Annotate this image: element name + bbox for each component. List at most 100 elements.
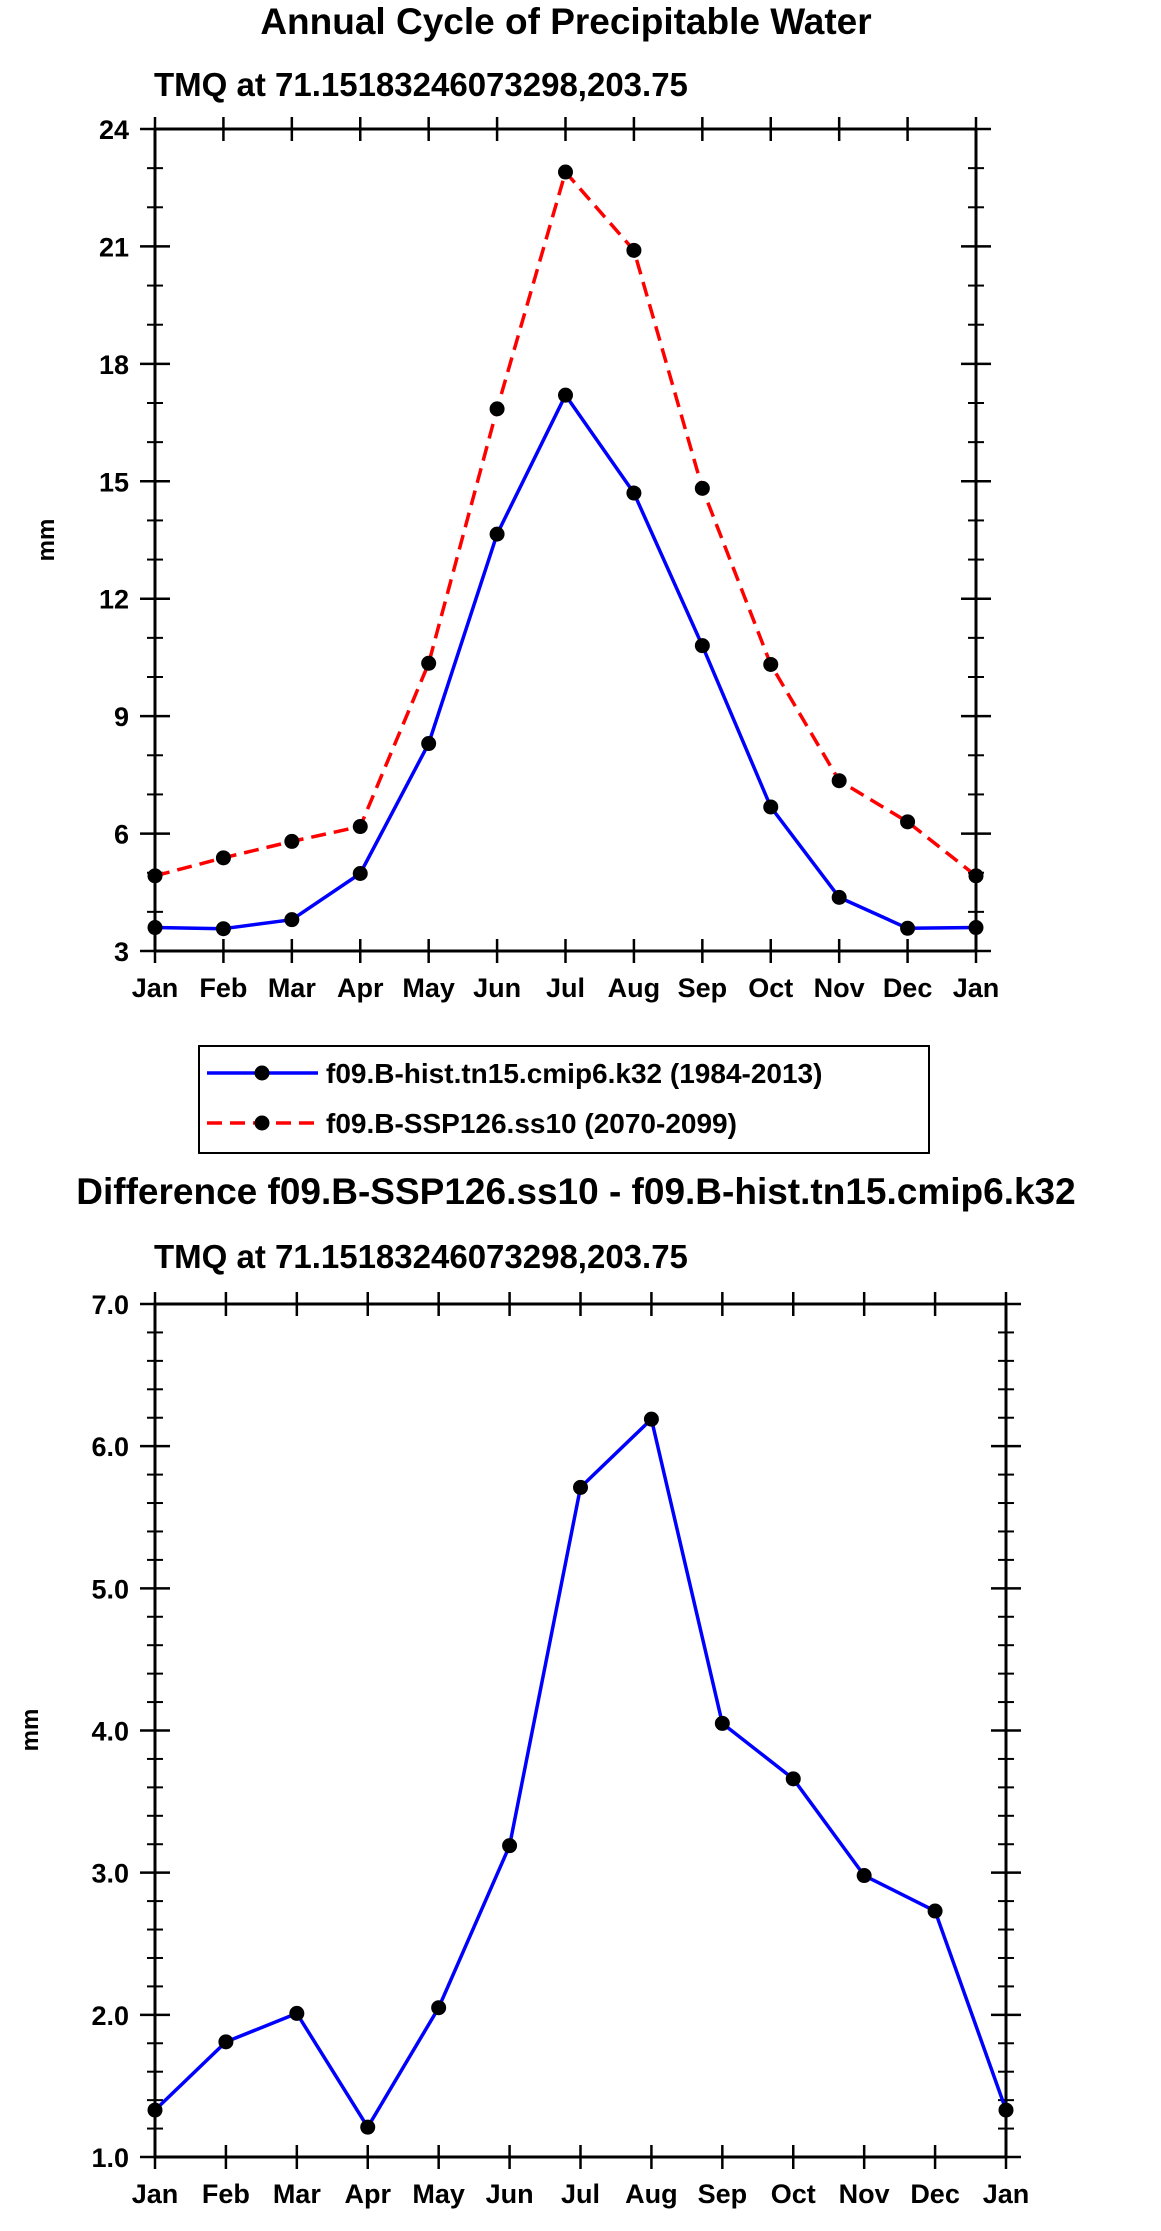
top-series-0-point xyxy=(831,889,847,905)
top-series-1-point xyxy=(352,819,368,835)
top-x-tick-label: Dec xyxy=(883,973,933,1003)
top-y-tick-label: 24 xyxy=(99,115,129,145)
top-series-1-point xyxy=(900,814,916,830)
top-series-0-point xyxy=(763,799,779,815)
bottom-y-tick-label: 3.0 xyxy=(91,1859,129,1889)
top-series-0-point xyxy=(284,912,300,928)
top-series-1-point xyxy=(215,850,231,866)
bottom-series-0-point xyxy=(360,2119,376,2135)
top-y-tick-label: 3 xyxy=(114,937,129,967)
legend-box xyxy=(198,1045,930,1154)
top-x-tick-label: Jun xyxy=(473,973,521,1003)
top-series-0-point xyxy=(421,736,437,752)
legend-entry-ssp: f09.B-SSP126.ss10 (2070-2099) xyxy=(207,1108,737,1139)
top-series-0-point xyxy=(968,920,984,936)
bottom-series-0-point xyxy=(147,2102,163,2118)
bottom-x-tick-label: Jan xyxy=(983,2179,1030,2209)
bottom-x-tick-label: Nov xyxy=(839,2179,890,2209)
top-chart-title: Annual Cycle of Precipitable Water xyxy=(260,1,871,42)
top-x-tick-label: Apr xyxy=(337,973,384,1003)
bottom-series-0-point xyxy=(714,1715,730,1731)
bottom-chart-axes: Jan Feb Mar Apr May Jun Jul Aug Sep Oct Nov Dec Jan1… xyxy=(91,1290,1029,2209)
bottom-x-tick-label: Sep xyxy=(698,2179,748,2209)
top-plot-frame xyxy=(153,127,978,953)
legend-marker-hist xyxy=(254,1065,270,1081)
legend-entry-hist: f09.B-hist.tn15.cmip6.k32 (1984-2013) xyxy=(207,1058,822,1089)
top-chart-axes: Jan Feb Mar Apr May Jun Jul Aug Sep Oct Nov Dec Jan3… xyxy=(99,115,999,1003)
top-chart-subtitle: TMQ at 71.15183246073298,203.75 xyxy=(154,66,688,103)
bottom-y-tick-label: 5.0 xyxy=(91,1574,129,1604)
bottom-series-0-point xyxy=(643,1411,659,1427)
bottom-chart-series xyxy=(147,1411,1014,2135)
top-x-tick-label: Sep xyxy=(678,973,728,1003)
bottom-x-tick-label: Aug xyxy=(625,2179,677,2209)
bottom-series-0-point xyxy=(927,1903,943,1919)
bottom-panel: Difference f09.B-SSP126.ss10 - f09.B-his… xyxy=(17,1171,1076,2209)
bottom-series-line-0 xyxy=(153,1417,1008,2129)
top-panel: Annual Cycle of Precipitable Water TMQ a… xyxy=(33,1,999,1154)
top-series-0-point xyxy=(558,387,573,403)
bottom-chart-title: Difference f09.B-SSP126.ss10 - f09.B-his… xyxy=(76,1171,1075,1212)
bottom-x-tick-label: Jul xyxy=(561,2179,600,2209)
top-x-tick-label: Mar xyxy=(268,973,317,1003)
top-x-tick-label: Jul xyxy=(546,973,585,1003)
top-series-1-point xyxy=(626,242,642,258)
bottom-series-0-point xyxy=(431,2000,447,2016)
top-series-1-point xyxy=(968,868,984,884)
top-x-tick-label: Nov xyxy=(814,973,865,1003)
top-series-line-1 xyxy=(154,170,978,878)
top-series-0-point xyxy=(626,485,642,501)
legend-label-ssp: f09.B-SSP126.ss10 (2070-2099) xyxy=(326,1108,737,1139)
top-series-1-point xyxy=(831,773,847,789)
bottom-x-tick-label: May xyxy=(412,2179,465,2209)
top-series-1-point xyxy=(694,480,710,496)
top-y-tick-label: 6 xyxy=(114,820,129,850)
top-series-1-point xyxy=(421,655,437,671)
top-x-tick-label: Aug xyxy=(608,973,660,1003)
top-x-tick-label: Oct xyxy=(748,973,793,1003)
top-y-tick-label: 9 xyxy=(114,702,129,732)
bottom-x-tick-label: Feb xyxy=(202,2179,250,2209)
bottom-series-0-point xyxy=(785,1771,801,1787)
top-y-axis-label: mm xyxy=(33,519,60,562)
bottom-series-0-point xyxy=(289,2005,305,2021)
bottom-plot-frame xyxy=(153,1302,1008,2159)
top-y-tick-label: 21 xyxy=(99,232,129,262)
legend-marker-ssp xyxy=(254,1115,270,1131)
bottom-y-tick-label: 2.0 xyxy=(91,2001,129,2031)
top-x-tick-label: May xyxy=(402,973,455,1003)
bottom-x-tick-label: Dec xyxy=(910,2179,960,2209)
top-series-0-point xyxy=(352,865,368,881)
bottom-series-0-point xyxy=(502,1838,518,1854)
bottom-y-axis-label: mm xyxy=(17,1709,44,1752)
top-y-tick-label: 12 xyxy=(99,585,129,615)
bottom-x-tick-label: Mar xyxy=(273,2179,322,2209)
bottom-series-0-point xyxy=(573,1479,588,1495)
top-y-tick-label: 18 xyxy=(99,350,129,380)
top-series-0-point xyxy=(694,638,710,654)
bottom-series-0-point xyxy=(218,2034,234,2050)
top-series-1-point xyxy=(558,164,573,180)
top-series-0-point xyxy=(900,920,916,936)
bottom-y-tick-label: 1.0 xyxy=(91,2143,129,2173)
legend-label-hist: f09.B-hist.tn15.cmip6.k32 (1984-2013) xyxy=(326,1058,822,1089)
top-series-0-point xyxy=(489,526,505,542)
top-y-tick-label: 15 xyxy=(99,467,129,497)
top-series-1-point xyxy=(489,401,505,417)
bottom-series-0-point xyxy=(998,2102,1014,2118)
top-series-line-0 xyxy=(154,393,977,931)
top-x-tick-label: Jan xyxy=(953,973,1000,1003)
top-series-0-point xyxy=(215,921,231,937)
bottom-y-tick-label: 7.0 xyxy=(91,1290,129,1320)
top-series-1-point xyxy=(284,833,300,849)
top-x-tick-label: Feb xyxy=(199,973,247,1003)
bottom-x-tick-label: Jun xyxy=(486,2179,534,2209)
legend: f09.B-hist.tn15.cmip6.k32 (1984-2013) f0… xyxy=(198,1045,930,1154)
bottom-x-tick-label: Jan xyxy=(132,2179,179,2209)
top-series-0-point xyxy=(147,920,163,936)
bottom-x-tick-label: Apr xyxy=(345,2179,392,2209)
bottom-y-tick-label: 6.0 xyxy=(91,1432,129,1462)
bottom-y-tick-label: 4.0 xyxy=(91,1717,129,1747)
bottom-series-0-point xyxy=(856,1868,872,1884)
